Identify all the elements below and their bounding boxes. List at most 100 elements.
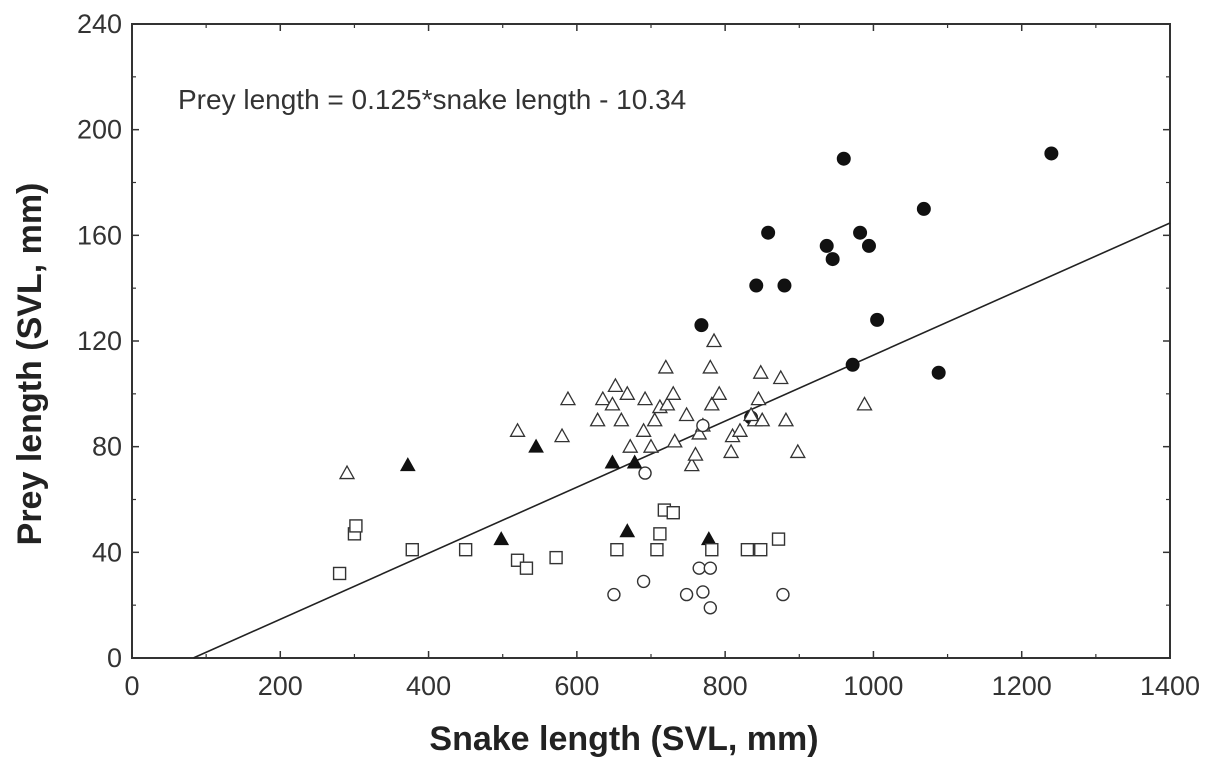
- data-point-filled-triangle: [700, 531, 717, 546]
- data-point-filled-circle: [853, 225, 868, 240]
- data-point-open-triangle: [338, 464, 356, 480]
- data-point-filled-circle: [761, 225, 776, 240]
- data-point-open-triangle: [722, 443, 740, 459]
- data-point-open-square: [740, 542, 755, 557]
- data-point-open-triangle: [772, 369, 789, 385]
- data-point-open-triangle: [711, 385, 728, 400]
- data-point-open-triangle: [678, 406, 695, 422]
- data-point-filled-circle: [1044, 146, 1059, 161]
- data-point-open-square: [705, 542, 719, 557]
- data-point-open-square: [549, 550, 563, 565]
- data-point-open-triangle: [752, 364, 769, 379]
- data-point-open-square: [610, 542, 624, 557]
- data-point-filled-triangle: [493, 531, 510, 546]
- data-point-open-square: [666, 506, 680, 520]
- x-tick-labels: 0 200 400 600 800 1000 1200 1400: [124, 671, 1200, 701]
- data-point-filled-circle: [694, 318, 709, 333]
- y-tick-label: 0: [107, 643, 122, 673]
- data-point-open-triangle: [607, 377, 624, 393]
- data-point-open-circle: [776, 587, 790, 602]
- plot-frame: [131, 23, 1171, 659]
- x-axis-title: Snake length (SVL, mm): [429, 720, 818, 758]
- data-point-open-square: [519, 561, 534, 575]
- y-tick-label: 80: [92, 432, 122, 462]
- data-point-filled-circle: [749, 278, 764, 293]
- x-tick-label: 1200: [992, 671, 1052, 701]
- data-point-open-circle: [703, 561, 718, 575]
- x-tick-label: 0: [124, 671, 139, 701]
- y-tick-label: 240: [77, 9, 122, 39]
- y-tick-label: 200: [77, 115, 122, 145]
- data-point-open-square: [332, 566, 347, 581]
- data-point-filled-circle: [819, 238, 834, 253]
- data-point-open-triangle: [856, 396, 873, 411]
- data-point-open-square: [405, 542, 419, 557]
- data-point-open-circle: [679, 587, 694, 602]
- data-point-open-triangle: [666, 433, 683, 448]
- data-point-open-square: [650, 542, 664, 557]
- data-point-filled-circle: [777, 278, 792, 293]
- data-point-filled-circle: [916, 201, 931, 216]
- data-point-open-square: [653, 527, 667, 541]
- y-tick-label: 120: [77, 326, 122, 356]
- data-point-open-triangle: [665, 385, 682, 400]
- data-points: [332, 146, 1059, 615]
- data-point-open-triangle: [687, 446, 704, 461]
- data-point-open-triangle: [635, 422, 652, 437]
- data-point-open-square: [458, 542, 473, 557]
- data-point-open-triangle: [703, 396, 720, 411]
- data-point-open-triangle: [594, 390, 611, 406]
- x-tick-label: 400: [406, 671, 451, 701]
- data-point-open-circle: [607, 587, 621, 602]
- data-point-open-triangle: [750, 390, 767, 406]
- data-point-open-triangle: [777, 411, 795, 427]
- data-point-filled-triangle: [528, 438, 544, 453]
- data-point-filled-circle: [931, 365, 946, 380]
- data-point-open-triangle: [589, 411, 606, 427]
- data-point-open-circle: [636, 574, 651, 589]
- data-point-open-triangle: [742, 406, 760, 422]
- data-point-open-square: [349, 519, 363, 533]
- y-tick-label: 40: [92, 537, 122, 567]
- data-point-filled-circle: [870, 312, 885, 327]
- y-axis-title: Prey length (SVL, mm): [11, 183, 49, 546]
- data-point-open-triangle: [604, 396, 621, 411]
- data-point-open-circle: [696, 418, 710, 433]
- data-point-open-circle: [703, 601, 718, 615]
- data-point-open-triangle: [646, 411, 663, 427]
- data-point-open-triangle: [754, 411, 771, 427]
- data-point-open-circle: [638, 466, 652, 480]
- x-tick-label: 200: [258, 671, 303, 701]
- data-point-filled-circle: [825, 252, 840, 267]
- data-point-open-triangle: [657, 359, 674, 374]
- data-point-open-triangle: [789, 443, 806, 459]
- regression-line: [193, 222, 1171, 659]
- data-point-open-triangle: [705, 332, 723, 348]
- data-point-open-circle: [696, 585, 710, 599]
- data-point-filled-circle: [836, 151, 851, 166]
- x-tick-label: 1000: [843, 671, 903, 701]
- data-point-filled-circle: [861, 238, 876, 253]
- data-point-open-triangle: [619, 385, 636, 400]
- data-point-filled-circle: [845, 357, 860, 372]
- data-point-open-circle: [692, 561, 706, 575]
- data-point-open-triangle: [559, 390, 577, 406]
- data-point-filled-triangle: [626, 454, 643, 469]
- regression-equation: Prey length = 0.125*snake length - 10.34: [178, 84, 686, 115]
- data-point-open-triangle: [683, 456, 700, 472]
- data-point-open-square: [754, 542, 768, 557]
- axis-ticks: [131, 23, 1171, 659]
- y-tick-label: 160: [77, 220, 122, 250]
- data-point-open-triangle: [509, 422, 526, 437]
- data-point-open-triangle: [659, 396, 676, 411]
- data-point-open-triangle: [731, 422, 749, 437]
- x-tick-label: 1400: [1140, 671, 1200, 701]
- x-tick-label: 800: [703, 671, 748, 701]
- x-tick-label: 600: [554, 671, 599, 701]
- data-point-open-triangle: [702, 359, 719, 374]
- data-point-filled-triangle: [399, 457, 416, 472]
- data-point-open-triangle: [553, 427, 571, 443]
- data-point-filled-triangle: [604, 454, 621, 469]
- data-point-open-triangle: [636, 390, 654, 406]
